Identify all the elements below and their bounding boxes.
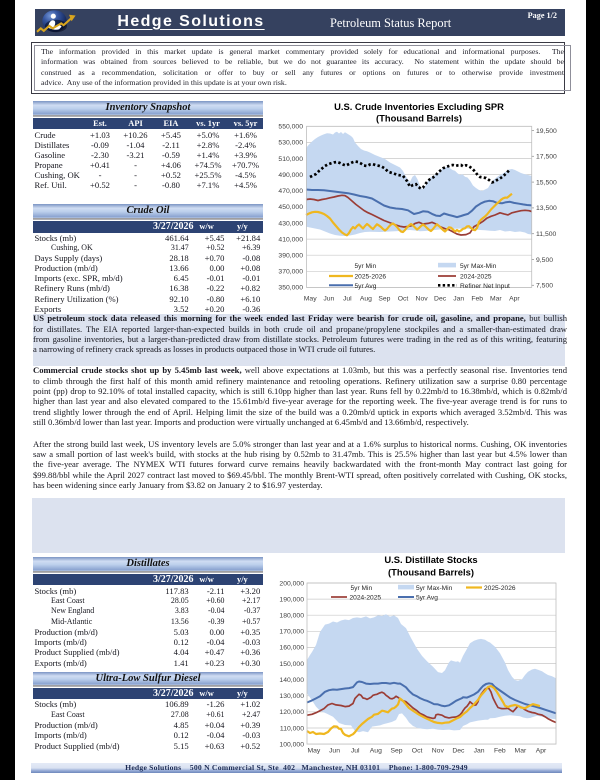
svg-text:Nov: Nov [432, 748, 445, 755]
svg-text:Jun: Jun [323, 296, 334, 303]
svg-text:160,000: 160,000 [279, 645, 304, 652]
svg-text:550,000: 550,000 [278, 124, 303, 131]
svg-text:2025-2026: 2025-2026 [355, 274, 387, 281]
svg-text:13,500: 13,500 [536, 205, 557, 212]
svg-text:Nov: Nov [416, 296, 429, 303]
svg-text:180,000: 180,000 [279, 613, 304, 620]
svg-text:Feb: Feb [494, 748, 506, 755]
svg-text:Sep: Sep [390, 748, 402, 755]
svg-text:Mar: Mar [490, 296, 502, 303]
svg-text:Oct: Oct [412, 748, 423, 755]
svg-text:Feb: Feb [471, 296, 483, 303]
svg-text:470,000: 470,000 [278, 188, 303, 195]
svg-text:15,500: 15,500 [536, 179, 557, 186]
svg-text:Jan: Jan [474, 748, 485, 755]
svg-text:Refiner Net Input: Refiner Net Input [460, 283, 510, 290]
svg-text:170,000: 170,000 [279, 629, 304, 636]
svg-text:150,000: 150,000 [279, 661, 304, 668]
svg-text:U.S. Distillate Stocks: U.S. Distillate Stocks [384, 554, 477, 565]
svg-text:370,000: 370,000 [278, 269, 303, 276]
svg-text:Jul: Jul [343, 296, 352, 303]
svg-text:Jul: Jul [351, 748, 360, 755]
svg-text:9,500: 9,500 [536, 257, 553, 264]
svg-text:11,500: 11,500 [536, 231, 557, 238]
svg-text:Mar: Mar [515, 748, 527, 755]
svg-text:Apr: Apr [509, 296, 520, 303]
svg-text:19,500: 19,500 [536, 128, 557, 135]
svg-text:2024-2025: 2024-2025 [350, 595, 382, 602]
svg-text:7,500: 7,500 [536, 283, 553, 290]
svg-text:May: May [307, 748, 320, 755]
svg-text:Sep: Sep [378, 296, 390, 303]
svg-text:5yr Min: 5yr Min [351, 585, 373, 592]
svg-text:200,000: 200,000 [279, 580, 304, 587]
svg-text:Jan: Jan [453, 296, 464, 303]
svg-text:Oct: Oct [398, 296, 409, 303]
svg-text:(Thousand Barrels): (Thousand Barrels) [376, 113, 462, 124]
svg-text:510,000: 510,000 [278, 156, 303, 163]
svg-text:5yr Min: 5yr Min [355, 263, 377, 270]
svg-text:5yr Avg: 5yr Avg [355, 283, 377, 290]
svg-text:5yr Avg: 5yr Avg [416, 595, 438, 602]
svg-text:490,000: 490,000 [278, 172, 303, 179]
svg-text:190,000: 190,000 [279, 596, 304, 603]
svg-text:2024-2025: 2024-2025 [460, 274, 492, 281]
svg-text:430,000: 430,000 [278, 220, 303, 227]
svg-text:Aug: Aug [360, 296, 372, 303]
svg-text:Dec: Dec [434, 296, 447, 303]
svg-text:140,000: 140,000 [279, 677, 304, 684]
svg-text:110,000: 110,000 [280, 725, 304, 732]
svg-text:Dec: Dec [452, 748, 465, 755]
svg-text:5yr Max-Min: 5yr Max-Min [460, 263, 497, 270]
svg-text:390,000: 390,000 [278, 253, 303, 260]
svg-text:17,500: 17,500 [536, 154, 557, 161]
svg-text:2025-2026: 2025-2026 [484, 585, 516, 592]
svg-text:410,000: 410,000 [278, 236, 303, 243]
svg-text:May: May [304, 296, 317, 303]
svg-text:120,000: 120,000 [279, 709, 304, 716]
svg-text:Aug: Aug [370, 748, 382, 755]
svg-text:350,000: 350,000 [278, 285, 303, 292]
svg-text:530,000: 530,000 [278, 140, 303, 147]
svg-text:450,000: 450,000 [278, 204, 303, 211]
svg-text:Apr: Apr [536, 748, 547, 755]
svg-text:5yr Max-Min: 5yr Max-Min [416, 585, 453, 592]
svg-text:100,000: 100,000 [279, 741, 304, 748]
svg-text:U.S. Crude Inventories Excludi: U.S. Crude Inventories Excluding SPR [334, 101, 504, 112]
svg-text:Jun: Jun [329, 748, 340, 755]
svg-text:(Thousand Barrels): (Thousand Barrels) [388, 567, 474, 578]
svg-text:130,000: 130,000 [279, 693, 304, 700]
